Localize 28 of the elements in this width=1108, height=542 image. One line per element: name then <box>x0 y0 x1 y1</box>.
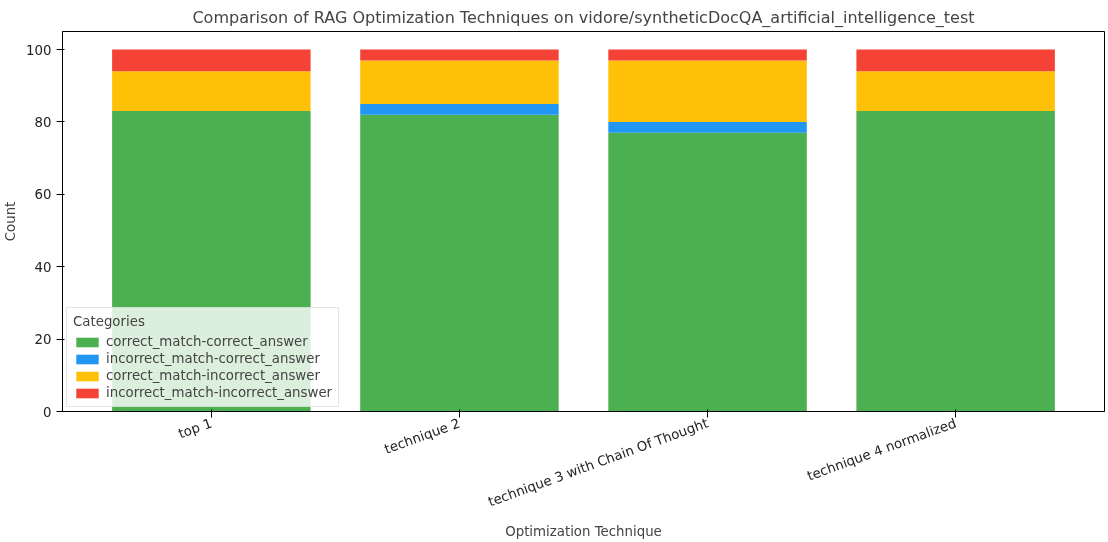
bar <box>360 114 559 412</box>
bar <box>608 60 807 122</box>
y-tick-label: 0 <box>43 404 52 420</box>
y-tick-label: 100 <box>26 42 52 58</box>
bar <box>360 103 559 115</box>
bar <box>856 71 1055 112</box>
bar <box>856 111 1055 412</box>
legend-label: correct_match-incorrect_answer <box>106 368 320 383</box>
bar <box>608 121 807 133</box>
bar <box>856 49 1055 72</box>
legend-label: incorrect_match-incorrect_answer <box>106 385 333 400</box>
legend-title: Categories <box>73 314 146 329</box>
legend-label: incorrect_match-correct_answer <box>106 351 320 366</box>
x-axis-title: Optimization Technique <box>505 524 662 540</box>
bar <box>360 49 559 61</box>
legend-label: correct_match-correct_answer <box>106 334 308 349</box>
x-tick-label: top 1 <box>176 415 214 442</box>
y-tick-label: 80 <box>34 114 52 130</box>
bar <box>112 49 311 72</box>
y-axis-title: Count <box>3 201 19 242</box>
bar <box>608 132 807 412</box>
y-tick-label: 20 <box>34 332 52 348</box>
bar <box>112 71 311 112</box>
bar <box>360 60 559 104</box>
chart-title: Comparison of RAG Optimization Techniques on vidore/syntheticDocQA_artificial_intelligence_test <box>192 7 975 28</box>
y-tick-label: 40 <box>34 259 52 275</box>
bar <box>608 49 807 61</box>
y-tick-label: 60 <box>34 187 52 203</box>
